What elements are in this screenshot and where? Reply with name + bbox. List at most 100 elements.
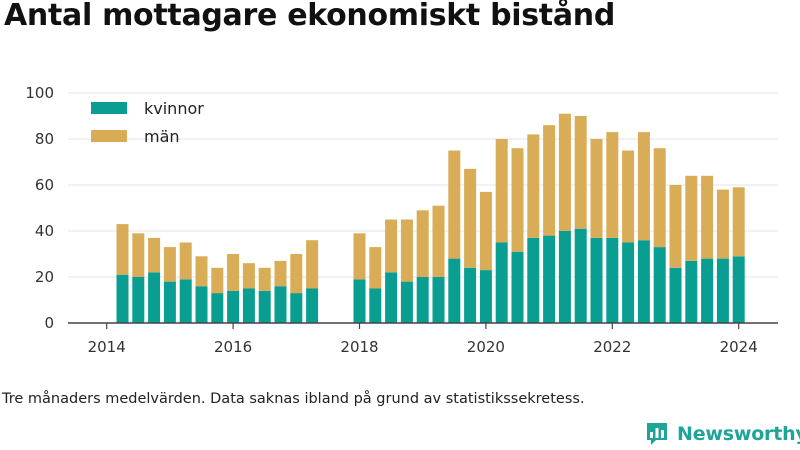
y-tick-label: 20 (35, 268, 54, 286)
bar-man (590, 139, 603, 238)
bar-kvinnor (163, 281, 176, 323)
bar-kvinnor (622, 242, 635, 323)
bar-kvinnor (495, 242, 508, 323)
bar-man (479, 191, 492, 271)
bar-man (242, 263, 255, 289)
bar-man (527, 134, 540, 238)
bar-kvinnor (448, 258, 461, 323)
bar-kvinnor (558, 231, 571, 323)
bar-kvinnor (227, 290, 240, 323)
bar-man (416, 210, 429, 277)
legend-label: kvinnor (144, 99, 204, 118)
bar-kvinnor (242, 288, 255, 323)
bar-kvinnor (685, 260, 698, 323)
bar-kvinnor (701, 258, 714, 323)
bar-man (574, 116, 587, 229)
y-tick-label: 40 (35, 222, 54, 240)
legend-item-kvinnor: kvinnor (91, 99, 204, 118)
bar-man (653, 148, 666, 248)
bar-kvinnor (464, 267, 477, 323)
bar-man (511, 148, 524, 252)
bar-man (306, 240, 319, 289)
bar-kvinnor (132, 277, 145, 323)
bar-kvinnor (732, 256, 745, 323)
bar-man (558, 113, 571, 231)
bar-man (464, 168, 477, 268)
bar-man (369, 247, 382, 289)
bar-kvinnor (211, 293, 224, 323)
bar-kvinnor (195, 286, 208, 323)
legend-label: män (144, 127, 180, 146)
bar-kvinnor (669, 267, 682, 323)
bar-man (716, 189, 729, 259)
bar-kvinnor (606, 237, 619, 323)
y-tick-label: 0 (44, 314, 54, 332)
bar-man (495, 139, 508, 243)
chart-title: Antal mottagare ekonomiskt bistånd (4, 0, 616, 33)
legend-swatch (91, 102, 127, 114)
legend-swatch (91, 130, 127, 142)
bar-kvinnor (290, 293, 303, 323)
x-tick-label: 2024 (720, 338, 758, 356)
bar-kvinnor (353, 279, 366, 323)
bar-man (227, 254, 240, 291)
bar-kvinnor (527, 237, 540, 323)
bar-kvinnor (385, 272, 398, 323)
bar-man (116, 224, 129, 275)
bar-man (163, 247, 176, 282)
chart-canvas: 0 20 40 60 80 100 2014 2016 2018 2020 2022 2024 kvi… (25, 84, 778, 356)
chart-caption: Tre månaders medelvärden. Data saknas ib… (2, 391, 585, 407)
brand-logo-block[interactable]: Newsworthy (645, 420, 800, 448)
brand-name: Newsworthy (677, 423, 800, 445)
legend-item-man: män (91, 127, 180, 146)
bar-kvinnor (653, 247, 666, 323)
y-tick-label: 100 (25, 84, 54, 102)
bar-man (622, 150, 635, 243)
bar-kvinnor (479, 270, 492, 323)
bar-man (448, 150, 461, 259)
bar-kvinnor (416, 277, 429, 323)
bar-man (701, 175, 714, 259)
x-tick-label: 2022 (593, 338, 631, 356)
bar-kvinnor (574, 228, 587, 323)
bar-man (195, 256, 208, 287)
bar-man (148, 237, 161, 273)
bar-kvinnor (590, 237, 603, 323)
bar-kvinnor (148, 272, 161, 323)
bar-man (637, 132, 650, 241)
bar-kvinnor (716, 258, 729, 323)
bar-kvinnor (369, 288, 382, 323)
bar-man (732, 187, 745, 257)
bar-kvinnor (400, 281, 413, 323)
bar-kvinnor (116, 274, 129, 323)
bar-kvinnor (511, 251, 524, 323)
bar-kvinnor (258, 290, 271, 323)
newsworthy-chart-bubble-icon (647, 423, 667, 445)
bar-man (400, 219, 413, 282)
bar-man (385, 219, 398, 273)
bar-kvinnor (432, 277, 445, 323)
x-tick-label: 2014 (88, 338, 126, 356)
bar-man (179, 242, 192, 280)
bar-man (211, 267, 224, 294)
bar-man (669, 185, 682, 268)
bar-man (543, 125, 556, 236)
x-tick-label: 2016 (214, 338, 252, 356)
bar-man (258, 267, 271, 291)
bar-kvinnor (179, 279, 192, 323)
bar-man (132, 233, 145, 277)
bar-man (290, 254, 303, 294)
bar-man (274, 260, 287, 287)
bars (116, 113, 745, 323)
bar-kvinnor (274, 286, 287, 323)
bar-kvinnor (637, 240, 650, 323)
x-tick-label: 2018 (340, 338, 378, 356)
y-tick-label: 60 (35, 176, 54, 194)
bar-man (685, 175, 698, 261)
x-tick-label: 2020 (467, 338, 505, 356)
bar-kvinnor (306, 288, 319, 323)
legend: kvinnor män (91, 99, 204, 146)
bar-man (432, 205, 445, 277)
y-tick-label: 80 (35, 130, 54, 148)
bar-kvinnor (543, 235, 556, 323)
